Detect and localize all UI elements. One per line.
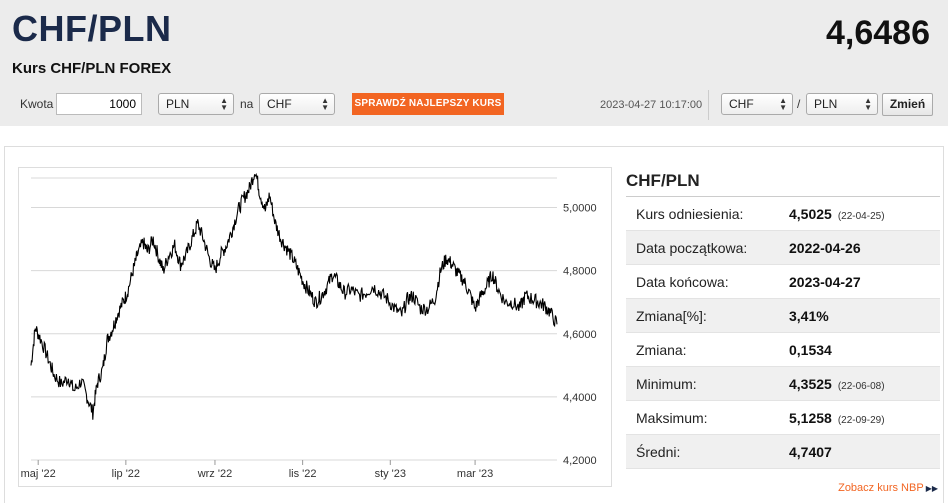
stats-row-label: Średni:: [636, 444, 681, 460]
to-label: na: [240, 97, 254, 111]
to-currency-value: CHF: [267, 97, 292, 111]
stats-date: (22-06-08): [837, 381, 885, 392]
y-tick-label: 4,2000: [563, 455, 597, 467]
chart-container: 4,2000 4,4000 4,6000 4,8000 5,0000 maj '22 lip…: [18, 167, 612, 487]
stats-row-label: Zmiana[%]:: [636, 308, 707, 324]
stats-row-value: 4,7407: [789, 444, 838, 460]
stats-row-label: Zmiana:: [636, 342, 687, 358]
pair-quote-value: PLN: [814, 97, 838, 111]
from-currency-value: PLN: [166, 97, 190, 111]
stats-row: Data początkowa: 2022-04-26: [626, 231, 940, 265]
current-rate: 4,6486: [826, 14, 930, 52]
pair-quote-select[interactable]: PLN ▲ ▼: [806, 93, 878, 115]
from-currency-select[interactable]: PLN ▲ ▼: [158, 93, 234, 115]
select-arrows-icon: ▲ ▼: [779, 96, 787, 112]
stats-value: 2022-04-26: [789, 240, 861, 256]
stats-row-value: 0,1534: [789, 342, 838, 358]
stats-row-label: Data początkowa:: [636, 240, 748, 256]
stats-row-value: 2022-04-26: [789, 240, 867, 256]
select-arrows-icon: ▲ ▼: [220, 96, 228, 112]
x-tick-label: wrz '22: [197, 468, 233, 480]
stats-value: 5,1258: [789, 410, 832, 426]
stats-date: (22-09-29): [837, 415, 885, 426]
x-tick-label: lis '22: [289, 468, 317, 480]
stats-row: Data końcowa: 2023-04-27: [626, 265, 940, 299]
stats-rows: Kurs odniesienia: 4,5025 (22-04-25) Data po…: [626, 197, 940, 469]
stats-row: Kurs odniesienia: 4,5025 (22-04-25): [626, 197, 940, 231]
best-rate-button[interactable]: SPRAWDŹ NAJLEPSZY KURS: [352, 93, 504, 115]
toolbar-divider: [708, 90, 709, 120]
page-title: CHF/PLN: [12, 8, 172, 49]
stats-value: 4,3525: [789, 376, 832, 392]
stats-row-label: Kurs odniesienia:: [636, 206, 744, 222]
page-subtitle: Kurs CHF/PLN FOREX: [12, 60, 172, 77]
pair-base-select[interactable]: CHF ▲ ▼: [721, 93, 793, 115]
amount-input[interactable]: [56, 93, 142, 115]
stats-row: Minimum: 4,3525 (22-06-08): [626, 367, 940, 401]
stats-value: 2023-04-27: [789, 274, 861, 290]
to-currency-select[interactable]: CHF ▲ ▼: [259, 93, 335, 115]
stats-value: 4,5025: [789, 206, 832, 222]
nbp-rate-link[interactable]: Zobacz kurs NBP ▶▶: [838, 482, 938, 494]
x-tick-label: sty '23: [375, 468, 406, 480]
stats-title: CHF/PLN: [626, 167, 940, 197]
stats-date: (22-04-25): [837, 211, 885, 222]
pair-base-value: CHF: [729, 97, 754, 111]
stats-value: 3,41%: [789, 308, 829, 324]
stats-row-value: 5,1258 (22-09-29): [789, 410, 885, 426]
amount-label: Kwota: [20, 97, 54, 111]
y-tick-label: 4,6000: [563, 329, 597, 341]
converter-toolbar: Kwota PLN ▲▼ na CHF ▲▼ SPRAWDŹ NAJLEPSZY…: [0, 90, 948, 122]
pair-separator: /: [797, 97, 801, 111]
stats-row: Maksimum: 5,1258 (22-09-29): [626, 401, 940, 435]
stats-row-label: Minimum:: [636, 376, 697, 392]
stats-value: 0,1534: [789, 342, 832, 358]
double-arrow-right-icon: ▶▶: [925, 484, 938, 493]
stats-row-label: Maksimum:: [636, 410, 708, 426]
x-tick-label: maj '22: [21, 468, 56, 480]
stats-row-label: Data końcowa:: [636, 274, 729, 290]
stats-row-value: 2023-04-27: [789, 274, 867, 290]
stats-value: 4,7407: [789, 444, 832, 460]
select-arrows-icon: ▲ ▼: [321, 96, 329, 112]
nbp-link-label: Zobacz kurs NBP: [838, 482, 924, 494]
y-tick-label: 4,4000: [563, 392, 597, 404]
stats-row-value: 4,5025 (22-04-25): [789, 206, 885, 222]
stats-row: Średni: 4,7407: [626, 435, 940, 469]
x-tick-label: mar '23: [457, 468, 493, 480]
y-tick-label: 4,8000: [563, 266, 597, 278]
select-arrows-icon: ▲ ▼: [864, 96, 872, 112]
change-pair-button[interactable]: Zmień: [882, 93, 933, 116]
stats-row-value: 3,41%: [789, 308, 835, 324]
y-tick-label: 5,0000: [563, 203, 597, 215]
timestamp: 2023-04-27 10:17:00: [600, 99, 703, 111]
rate-chart: 4,2000 4,4000 4,6000 4,8000 5,0000 maj '22 lip…: [21, 172, 597, 480]
stats-table: CHF/PLN Kurs odniesienia: 4,5025 (22-04-25…: [626, 167, 940, 469]
x-tick-label: lip '22: [112, 468, 140, 480]
header: CHF/PLN 4,6486 Kurs CHF/PLN FOREX Kwota …: [0, 0, 948, 126]
series-line: [30, 172, 558, 420]
stats-row-value: 4,3525 (22-06-08): [789, 376, 885, 392]
stats-row: Zmiana: 0,1534: [626, 333, 940, 367]
stats-row: Zmiana[%]: 3,41%: [626, 299, 940, 333]
